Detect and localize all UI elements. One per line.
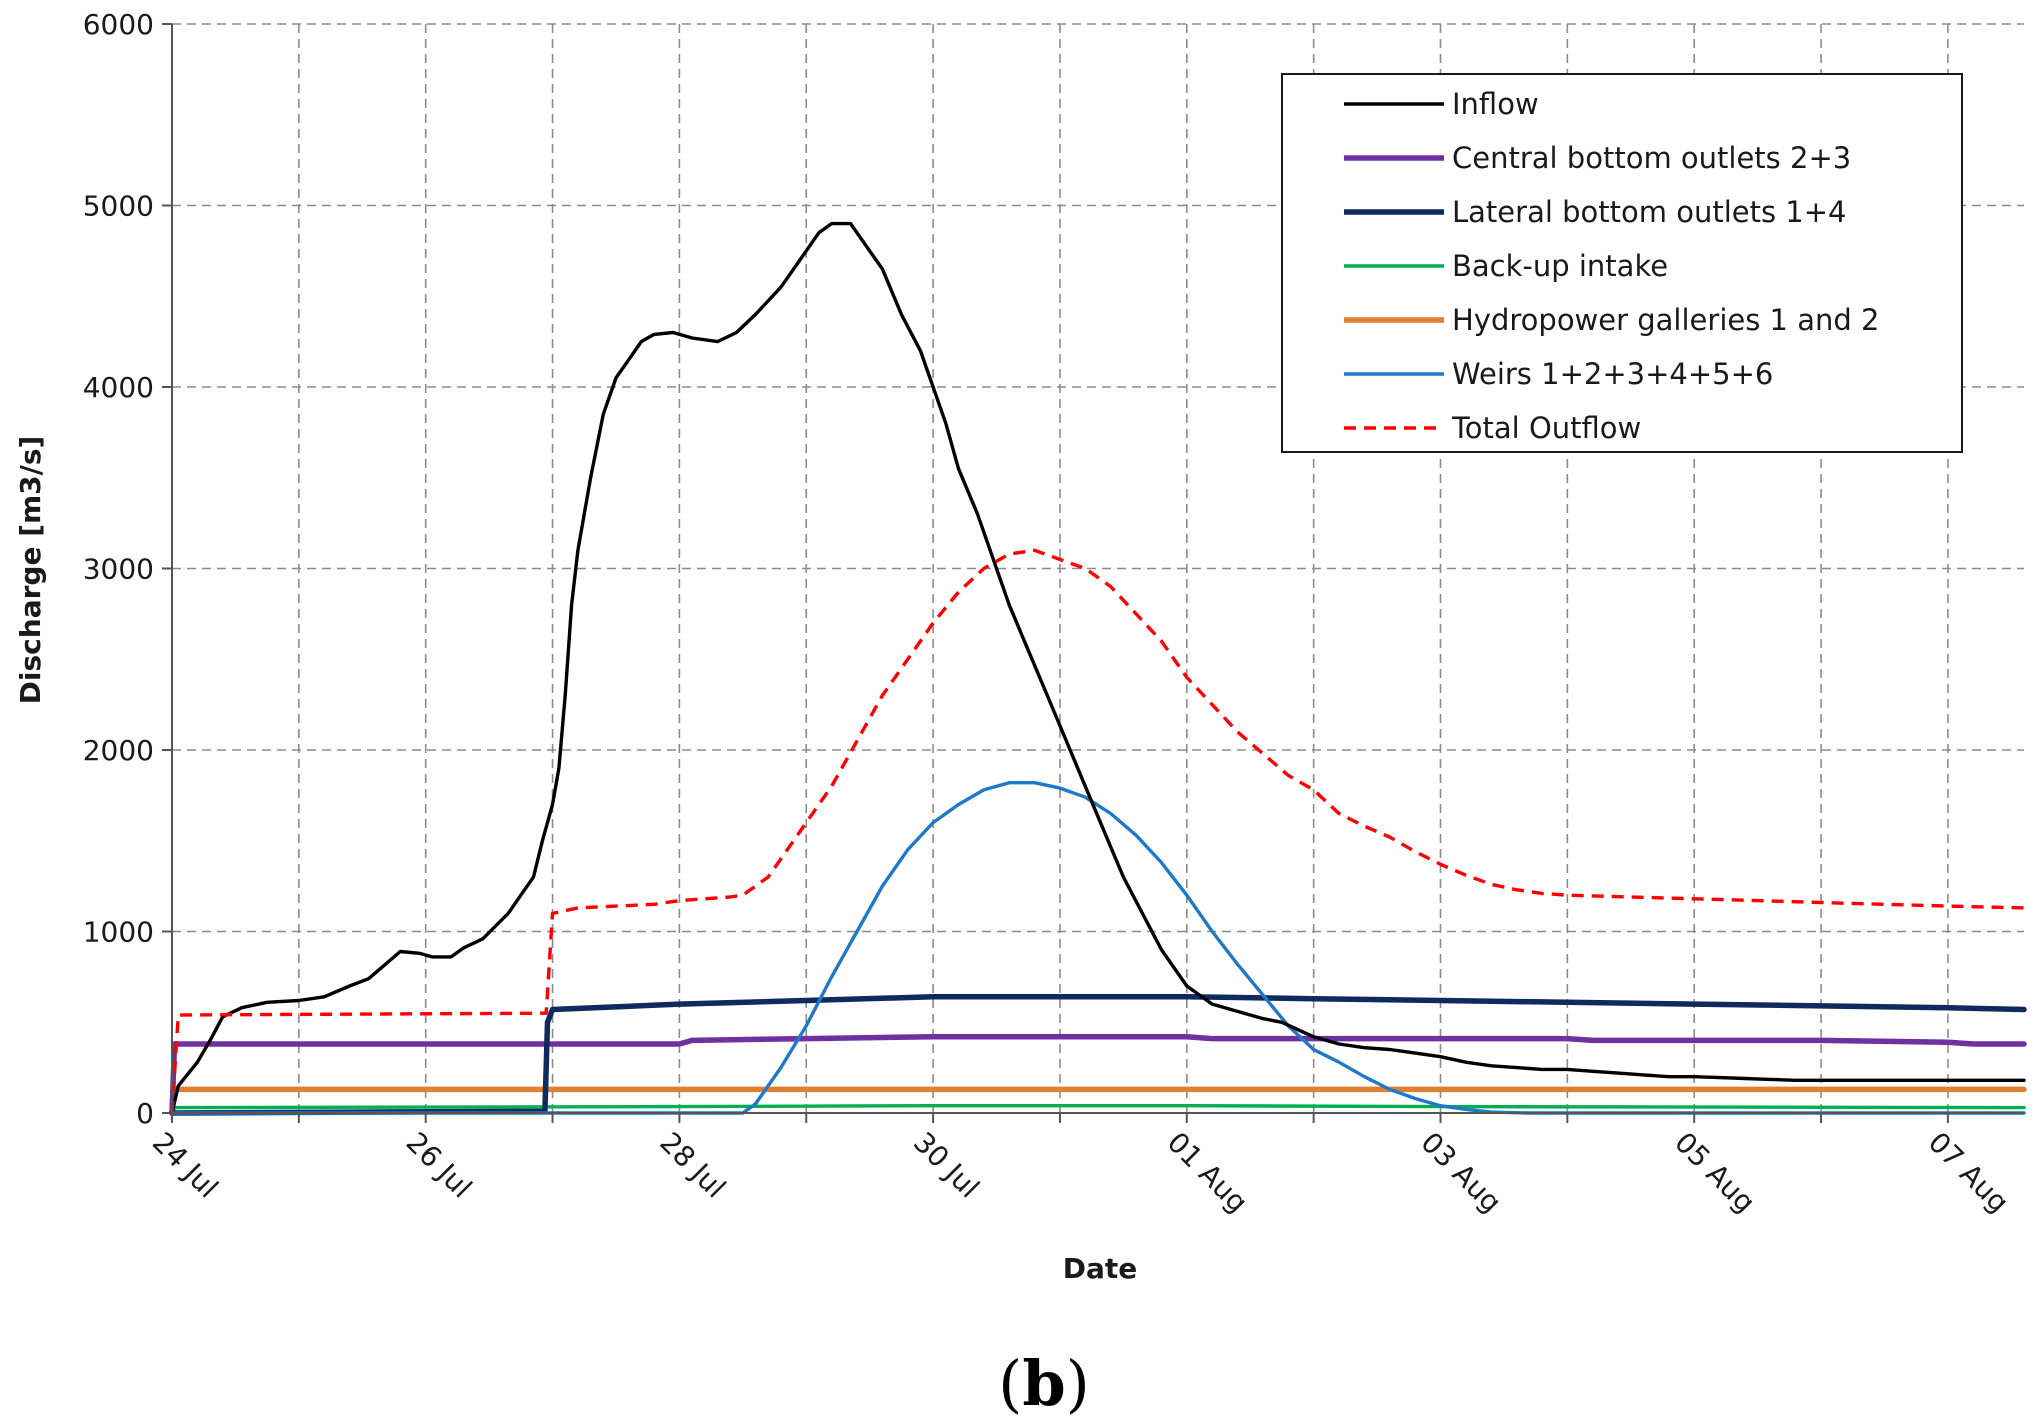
x-tick-label: 05 Aug <box>1668 1126 1761 1219</box>
grid-lines <box>172 23 2024 1113</box>
series-line-total-outflow <box>170 548 2025 1114</box>
x-tick-label: 28 Jul <box>653 1126 732 1205</box>
y-tick-label: 4000 <box>83 371 154 404</box>
y-tick-labels: 0 1000 2000 3000 4000 5000 6000 <box>83 8 154 1130</box>
legend-label-weirs-1-2-3-4-5-6: Weirs 1+2+3+4+5+6 <box>1452 357 1773 391</box>
legend-label-back-up-intake: Back-up intake <box>1452 249 1668 283</box>
legend-label-hydropower-galleries-1-and-2: Hydropower galleries 1 and 2 <box>1452 303 1879 337</box>
legend-label-total-outflow: Total Outflow <box>1451 411 1641 445</box>
axes <box>162 23 2024 1123</box>
y-tick-label: 1000 <box>83 916 154 949</box>
figure-caption: (b) <box>998 1347 1090 1420</box>
x-tick-label: 26 Jul <box>400 1126 479 1205</box>
legend-label-central-bottom-outlets-2-3: Central bottom outlets 2+3 <box>1452 141 1851 175</box>
y-tick-label: 6000 <box>83 8 154 41</box>
series-line-weirs-1-2-3-4-5-6 <box>170 781 2026 1115</box>
x-tick-label: 01 Aug <box>1161 1126 1254 1219</box>
series-line-inflow <box>170 221 2026 1115</box>
series-line-lateral-bottom-outlets-1-4 <box>169 994 2027 1116</box>
x-tick-labels: 24 Jul 26 Jul 28 Jul 30 Jul 01 Aug 03 Aug 05 A… <box>146 1126 2015 1219</box>
legend-label-lateral-bottom-outlets-1-4: Lateral bottom outlets 1+4 <box>1452 195 1847 229</box>
legend-box <box>1281 73 1963 453</box>
y-tick-label: 2000 <box>83 734 154 767</box>
caption-open-paren: ( <box>998 1347 1022 1420</box>
legend-label-inflow: Inflow <box>1452 87 1539 121</box>
x-tick-label: 30 Jul <box>907 1126 986 1205</box>
legend: Inflow Central bottom outlets 2+3 Lateral … <box>1281 73 1963 453</box>
caption-letter: b <box>1022 1347 1065 1420</box>
y-tick-label: 3000 <box>83 553 154 586</box>
x-axis-title: Date <box>1063 1252 1138 1285</box>
x-tick-label: 07 Aug <box>1922 1126 2015 1219</box>
y-tick-label: 0 <box>136 1097 154 1130</box>
caption-close-paren: ) <box>1066 1347 1090 1420</box>
x-tick-label: 03 Aug <box>1414 1126 1507 1219</box>
x-tick-label: 24 Jul <box>146 1126 225 1205</box>
y-axis-title: Discharge [m3/s] <box>14 436 47 705</box>
y-tick-label: 5000 <box>83 190 154 223</box>
series-line-central-bottom-outlets-2-3 <box>169 1034 2027 1116</box>
